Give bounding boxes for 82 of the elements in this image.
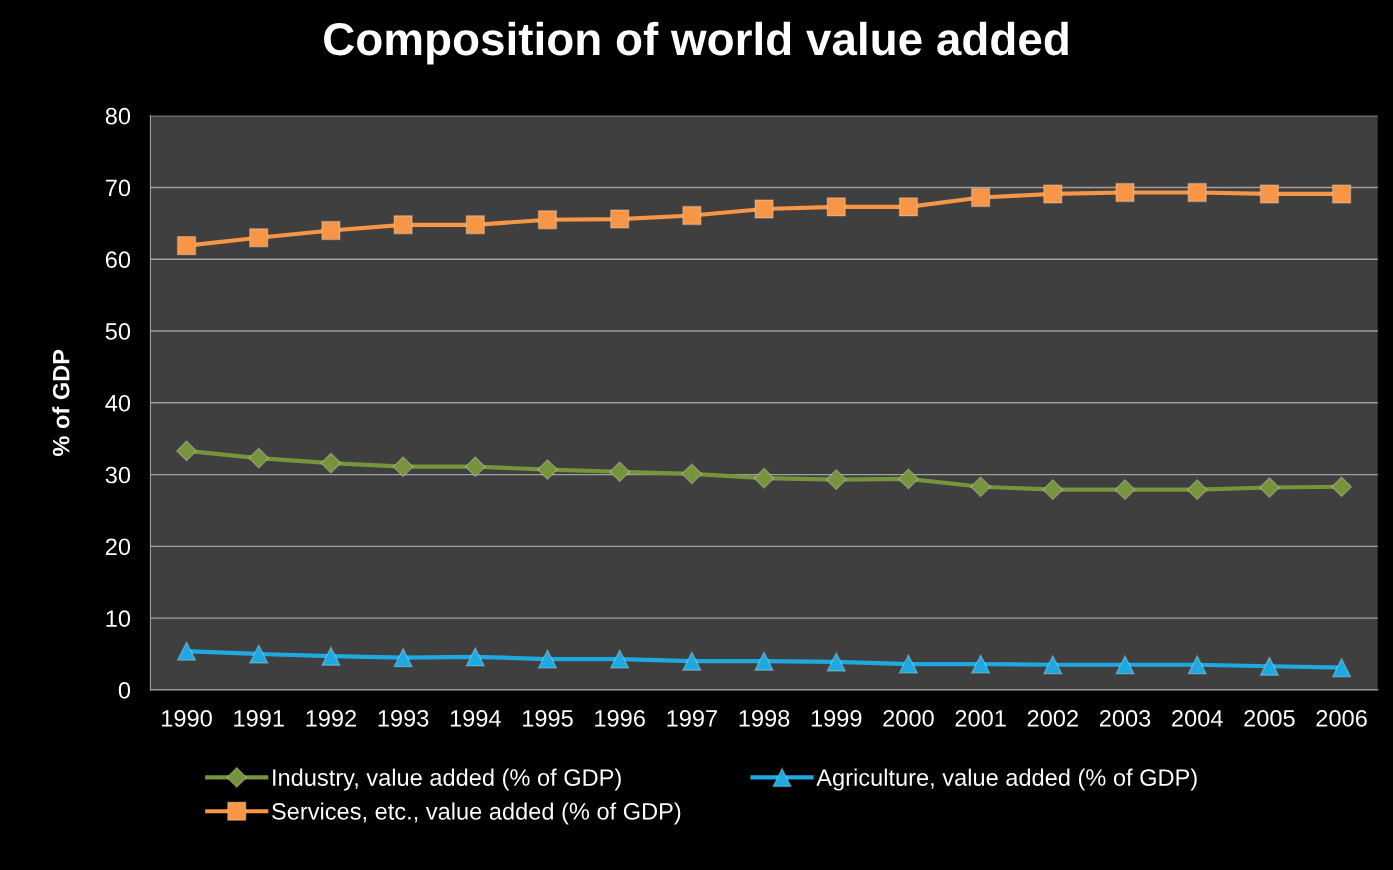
point [321, 220, 341, 241]
point [826, 652, 846, 672]
y-tick-label: 50 [105, 323, 131, 340]
x-tick-label: 1995 [523, 709, 573, 727]
point [1114, 479, 1136, 501]
point [1331, 184, 1352, 204]
y-tick-label: 10 [106, 610, 131, 627]
point [320, 452, 342, 474]
y-tick-label: 20 [105, 538, 131, 556]
point [1043, 655, 1063, 675]
point [753, 467, 775, 489]
x-tick-label: 2003 [1099, 709, 1151, 727]
point [536, 459, 559, 481]
legend-label: Services, etc., value added (% of GDP) [272, 802, 681, 825]
point [393, 647, 413, 668]
point [754, 199, 774, 219]
point [1186, 479, 1208, 501]
legend-label: Industry, value added (% of GDP) [273, 768, 621, 791]
point [826, 197, 846, 217]
y-tick-label: 30 [105, 466, 131, 484]
x-tick-label: 1990 [162, 709, 212, 727]
point [898, 197, 919, 217]
point [609, 461, 631, 483]
x-tick-label: 1996 [595, 709, 645, 727]
point [970, 187, 991, 208]
y-tick-label: 0 [118, 681, 131, 699]
point [393, 215, 413, 235]
point [754, 651, 774, 671]
point [249, 228, 269, 248]
point [321, 646, 341, 666]
point [465, 647, 486, 667]
point [537, 210, 558, 230]
x-tick-label: 2001 [955, 709, 1006, 727]
point [1042, 479, 1064, 501]
y-axis-title: % of GDP [52, 349, 70, 457]
x-tick-label: 1993 [378, 709, 429, 727]
point [249, 644, 269, 664]
y-tick-label: 80 [105, 107, 131, 125]
x-tick-label: 1999 [811, 709, 862, 727]
point [825, 469, 847, 491]
x-tick-label: 1994 [450, 709, 501, 727]
legend-label: Agriculture, value added (% of GDP) [816, 768, 1197, 791]
point [609, 649, 630, 669]
x-tick-label: 1991 [234, 709, 284, 727]
point [682, 205, 702, 226]
point [248, 447, 270, 469]
point [176, 641, 197, 661]
point [1115, 655, 1135, 675]
point [1259, 184, 1280, 204]
point [537, 649, 558, 669]
point [898, 654, 919, 674]
x-tick-label: 1992 [306, 709, 356, 727]
point [1187, 655, 1207, 675]
point [392, 456, 414, 478]
point [681, 463, 703, 485]
y-tick-label: 60 [105, 251, 131, 269]
y-tick-label: 70 [105, 179, 131, 197]
x-tick-label: 2002 [1027, 709, 1078, 727]
x-tick-label: 2004 [1172, 709, 1223, 727]
point [1043, 184, 1063, 204]
point [1115, 182, 1135, 203]
point [176, 235, 197, 256]
point [897, 468, 919, 490]
point [609, 209, 630, 229]
x-tick-label: 1998 [739, 709, 790, 727]
x-tick-label: 1997 [667, 709, 717, 727]
point [1187, 182, 1207, 203]
point [1259, 656, 1280, 676]
point [1331, 657, 1352, 678]
point [682, 651, 702, 671]
point [465, 215, 486, 235]
point [176, 440, 198, 462]
point [464, 456, 486, 478]
x-tick-label: 2005 [1244, 709, 1295, 727]
y-tick-label: 40 [105, 394, 131, 412]
point [970, 476, 992, 498]
point [1258, 476, 1280, 499]
point [1331, 476, 1353, 498]
point [970, 654, 991, 674]
x-tick-label: 2000 [883, 709, 934, 727]
x-tick-label: 2006 [1316, 709, 1367, 727]
chart-title: Composition of world value added [324, 21, 1068, 65]
